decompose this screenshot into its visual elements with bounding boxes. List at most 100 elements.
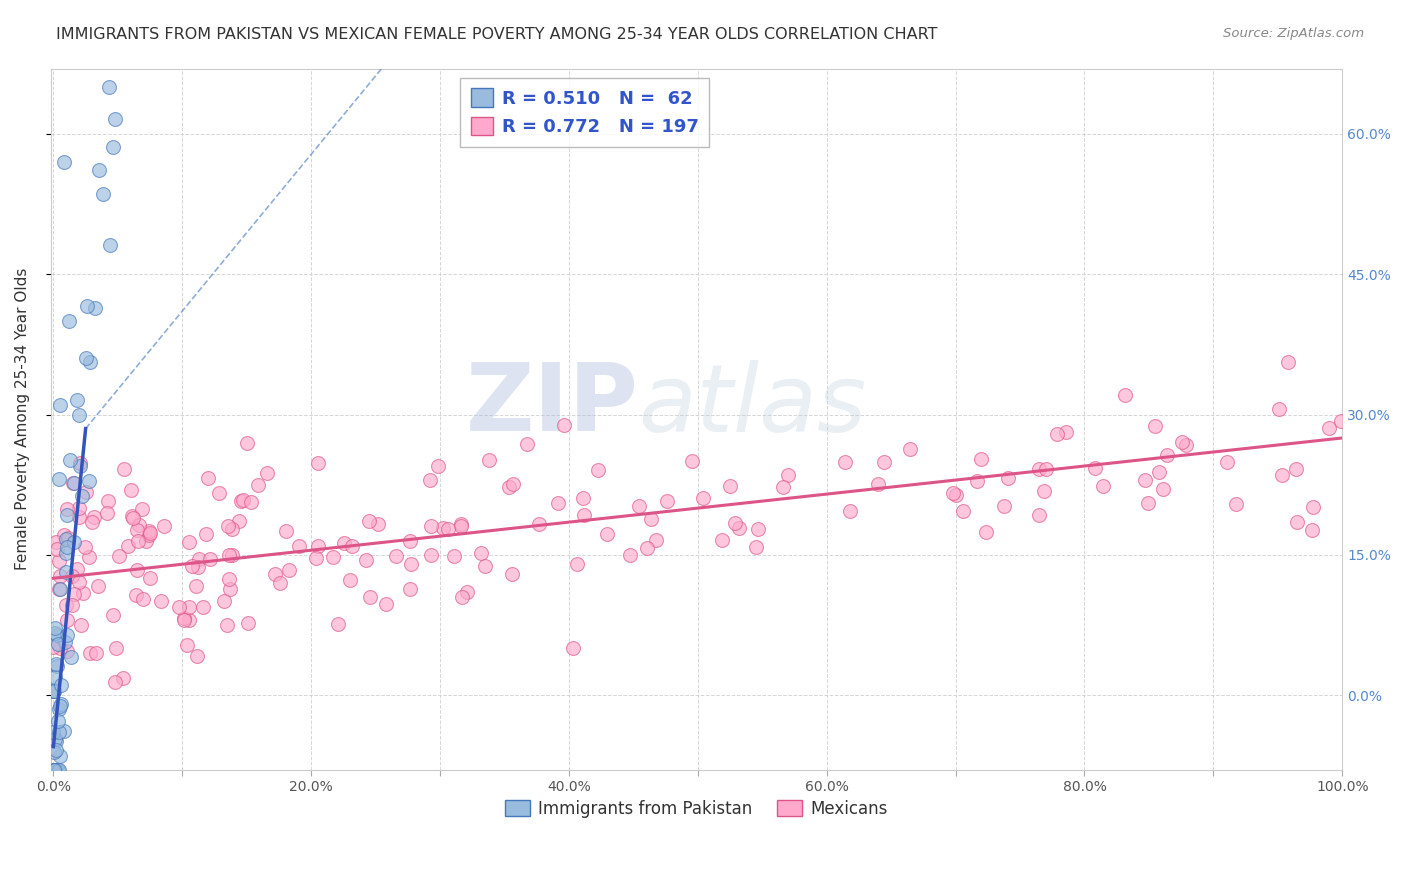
Point bbox=[553, 417, 575, 432]
Point bbox=[48, 554, 70, 568]
Point bbox=[52, 155, 75, 169]
Point bbox=[177, 613, 200, 627]
Point bbox=[1285, 516, 1308, 530]
Point bbox=[79, 355, 101, 369]
Point bbox=[945, 487, 967, 501]
Point bbox=[1028, 462, 1050, 476]
Point bbox=[67, 500, 90, 515]
Point bbox=[46, 659, 69, 673]
Point bbox=[1152, 483, 1174, 497]
Point bbox=[1268, 401, 1291, 416]
Point bbox=[44, 763, 66, 777]
Point bbox=[49, 398, 72, 412]
Point bbox=[82, 515, 104, 529]
Point bbox=[91, 186, 114, 201]
Point bbox=[456, 585, 478, 599]
Point bbox=[51, 697, 73, 711]
Point bbox=[333, 536, 356, 550]
Point bbox=[59, 453, 82, 467]
Point bbox=[565, 557, 588, 571]
Point bbox=[974, 525, 997, 540]
Point bbox=[48, 582, 70, 596]
Point bbox=[44, 763, 66, 777]
Point bbox=[56, 628, 79, 642]
Text: Source: ZipAtlas.com: Source: ZipAtlas.com bbox=[1223, 27, 1364, 40]
Point bbox=[724, 516, 747, 530]
Point bbox=[231, 494, 253, 508]
Point bbox=[79, 550, 101, 565]
Point bbox=[970, 452, 993, 467]
Point bbox=[125, 589, 148, 603]
Point bbox=[188, 552, 211, 566]
Point bbox=[215, 618, 238, 632]
Point bbox=[728, 521, 751, 535]
Point bbox=[62, 476, 84, 491]
Point bbox=[288, 539, 311, 553]
Point bbox=[1147, 466, 1170, 480]
Point bbox=[53, 635, 76, 649]
Point bbox=[48, 637, 70, 651]
Point bbox=[70, 617, 93, 632]
Point bbox=[132, 591, 155, 606]
Point bbox=[55, 599, 77, 613]
Point bbox=[898, 442, 921, 457]
Point bbox=[63, 535, 86, 549]
Point bbox=[42, 763, 65, 777]
Point bbox=[572, 508, 595, 522]
Point bbox=[1136, 496, 1159, 510]
Point bbox=[596, 527, 619, 541]
Point bbox=[1271, 467, 1294, 482]
Point bbox=[437, 523, 460, 537]
Point bbox=[1114, 387, 1136, 401]
Point bbox=[1170, 434, 1192, 449]
Point bbox=[180, 559, 202, 574]
Point bbox=[692, 491, 714, 505]
Point bbox=[718, 479, 741, 493]
Point bbox=[218, 548, 240, 562]
Point bbox=[56, 502, 79, 516]
Point bbox=[98, 238, 121, 252]
Point bbox=[173, 611, 195, 625]
Point bbox=[75, 351, 97, 365]
Point bbox=[42, 684, 65, 698]
Point bbox=[236, 615, 259, 630]
Point bbox=[89, 162, 111, 177]
Point bbox=[46, 714, 69, 728]
Point bbox=[101, 607, 124, 622]
Point bbox=[1215, 455, 1237, 469]
Point bbox=[1033, 483, 1056, 498]
Point bbox=[42, 684, 65, 698]
Point bbox=[128, 518, 150, 533]
Point bbox=[70, 489, 93, 503]
Point bbox=[125, 523, 148, 537]
Point bbox=[502, 476, 524, 491]
Point bbox=[56, 643, 79, 657]
Point bbox=[1174, 438, 1197, 452]
Point bbox=[240, 495, 263, 509]
Point bbox=[1035, 461, 1057, 475]
Point bbox=[55, 508, 77, 523]
Point bbox=[399, 557, 422, 571]
Point bbox=[478, 452, 501, 467]
Point bbox=[278, 563, 301, 577]
Point bbox=[628, 499, 651, 513]
Point bbox=[45, 743, 67, 757]
Point bbox=[83, 509, 105, 524]
Point bbox=[42, 745, 65, 759]
Point bbox=[72, 586, 94, 600]
Point bbox=[44, 684, 66, 698]
Point bbox=[218, 572, 240, 586]
Point bbox=[56, 540, 79, 554]
Point bbox=[135, 533, 157, 548]
Point bbox=[1028, 508, 1050, 523]
Point bbox=[67, 509, 90, 524]
Point bbox=[121, 508, 143, 523]
Point bbox=[76, 299, 98, 313]
Point bbox=[111, 671, 134, 685]
Point bbox=[419, 548, 441, 562]
Point bbox=[49, 640, 72, 655]
Point bbox=[48, 699, 70, 714]
Point bbox=[167, 599, 190, 614]
Point bbox=[562, 641, 585, 656]
Point bbox=[834, 455, 856, 469]
